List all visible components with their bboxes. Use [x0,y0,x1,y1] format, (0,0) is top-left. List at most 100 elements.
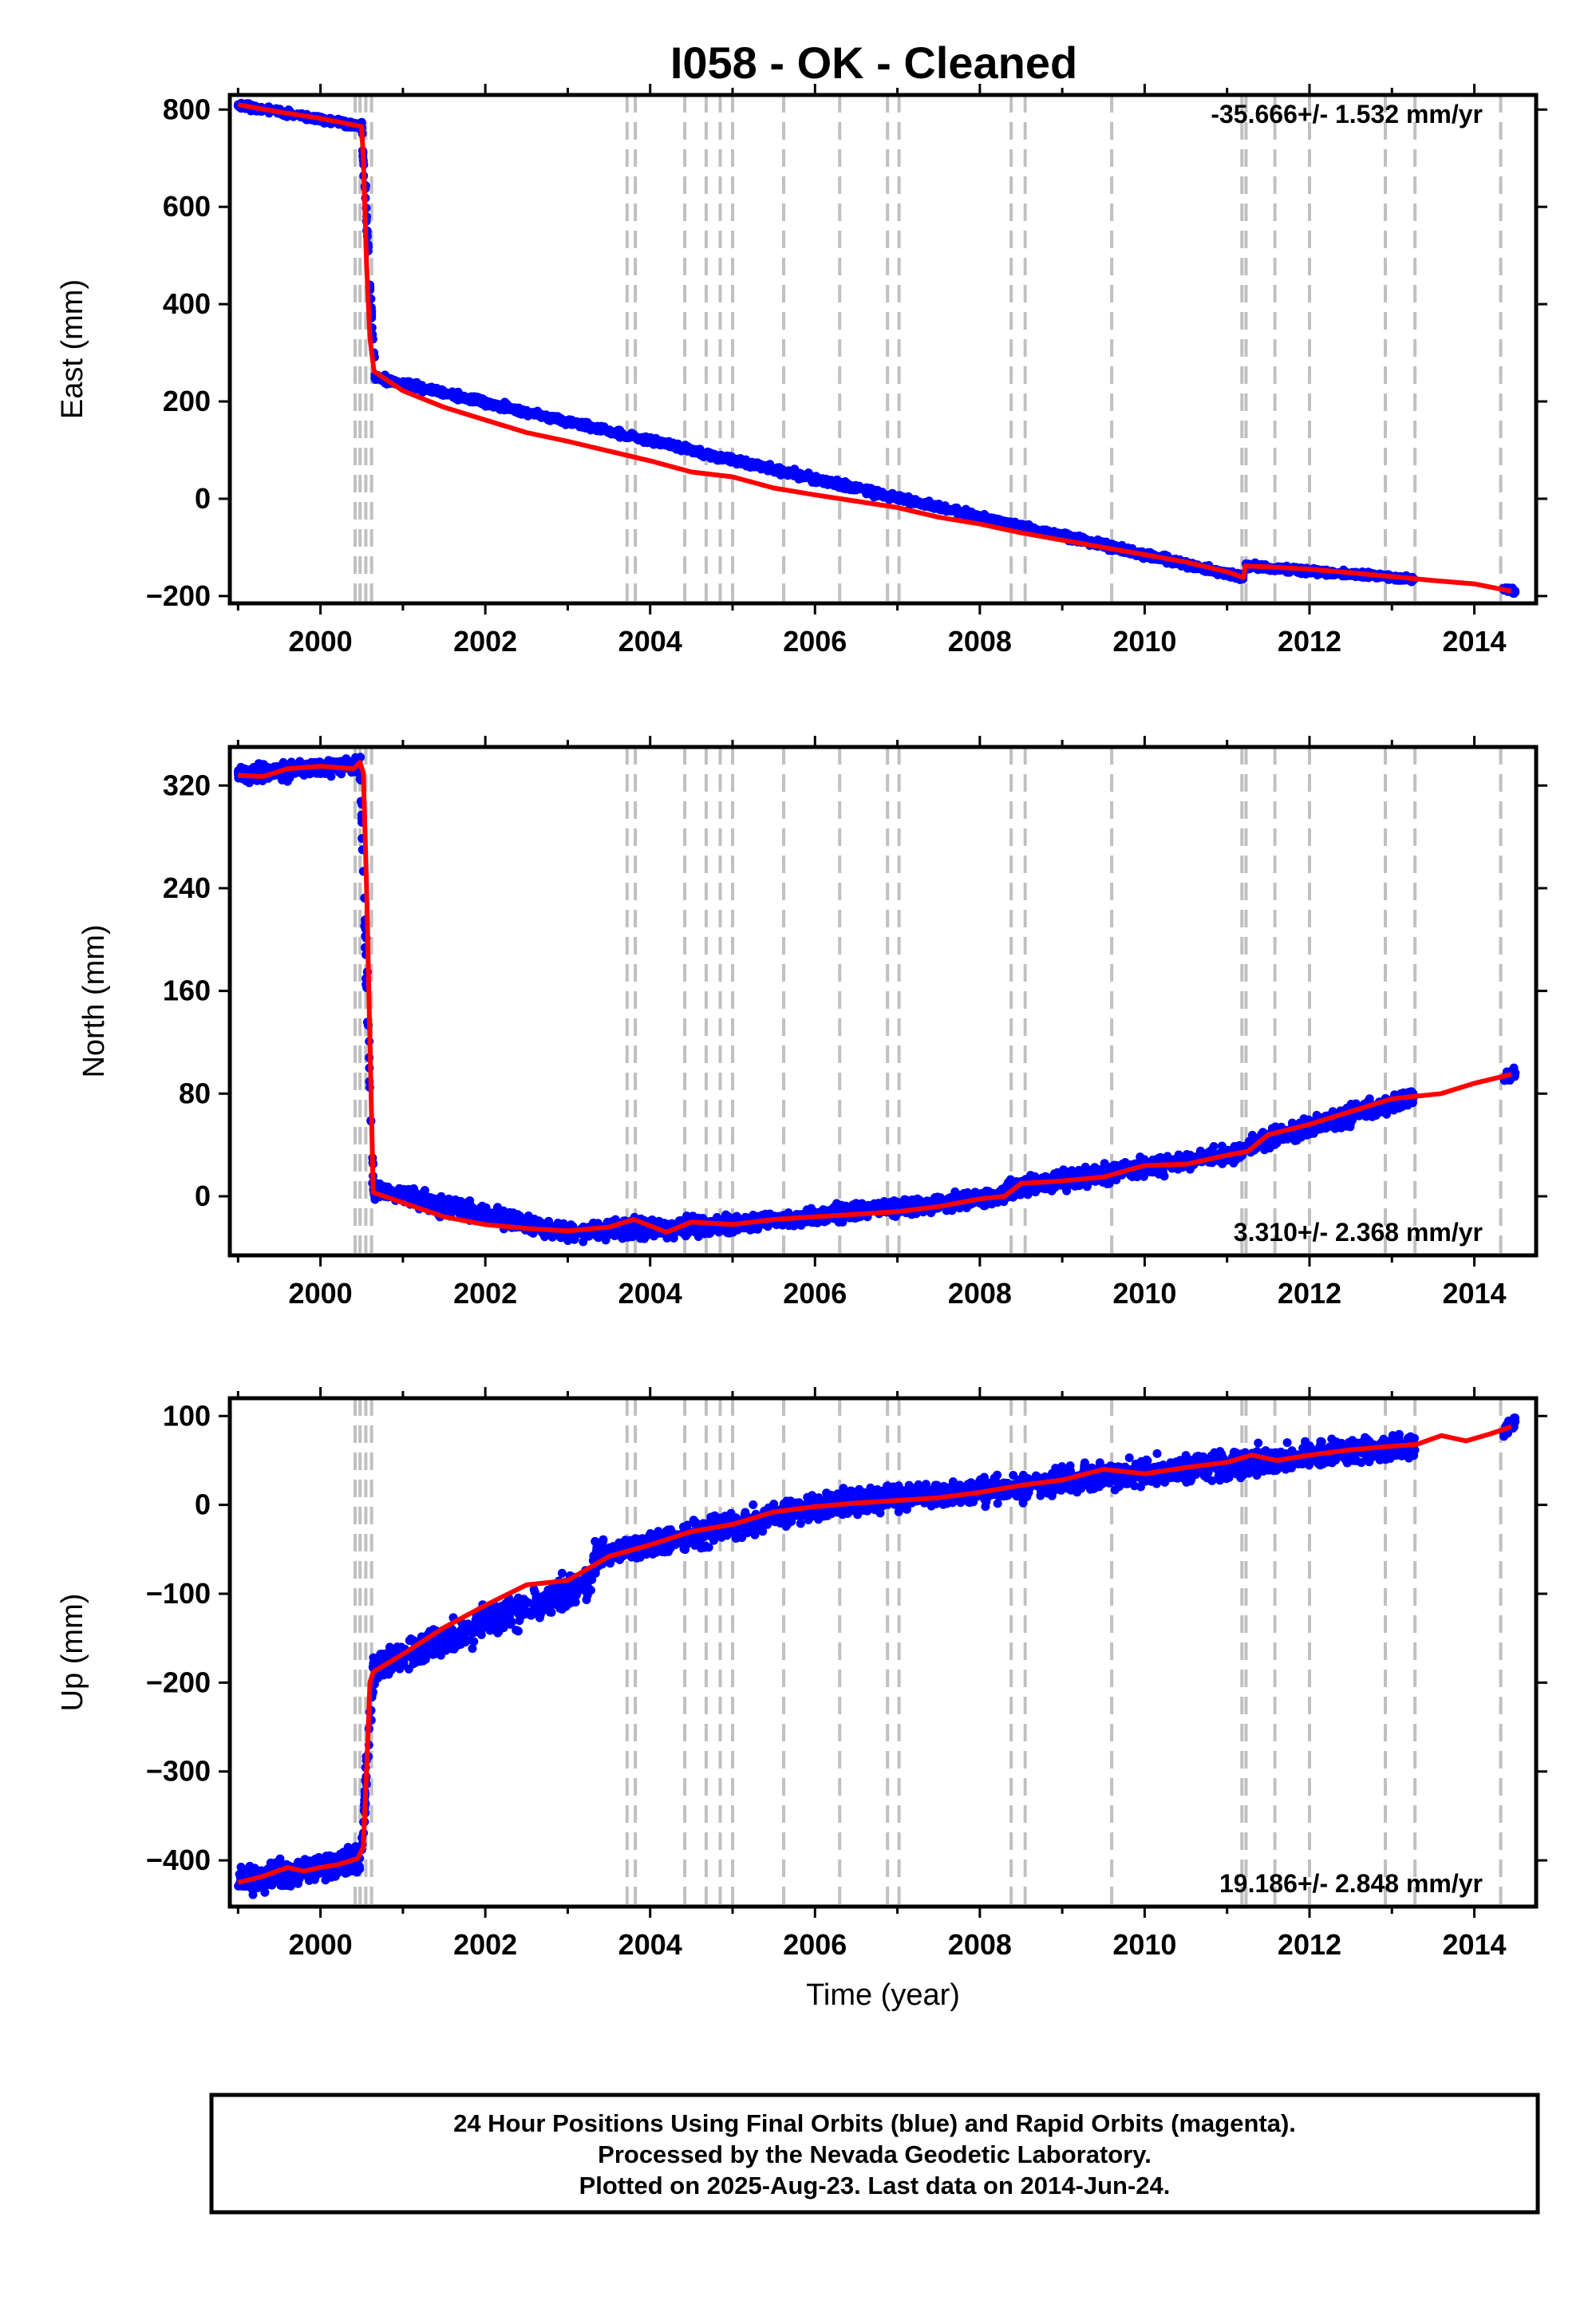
data-point [449,390,459,400]
data-point [917,500,926,510]
data-point [541,412,551,421]
x-tick-label: 2002 [453,625,517,658]
data-point [483,398,492,408]
y-tick-label: 0 [195,482,211,515]
data-point [299,770,309,780]
data-point [518,409,527,418]
data-point [943,504,952,514]
data-point [415,382,425,391]
data-point [409,1195,419,1204]
data-point [784,1208,793,1218]
x-tick-label: 2010 [1112,625,1176,658]
data-point [867,487,876,496]
rate-label: -35.666+/- 1.532 mm/yr [1211,100,1483,128]
data-point [1112,1160,1121,1170]
data-point [849,485,859,495]
data-point [566,415,575,425]
data-point [722,455,732,464]
data-point [841,481,851,491]
data-point [613,425,622,435]
data-point [973,512,982,520]
data-point [819,476,828,486]
data-point [749,461,759,471]
chart-title: I058 - OK - Cleaned [670,38,1077,88]
data-point [792,469,802,479]
data-point [458,1201,468,1211]
data-point [720,1226,729,1235]
data-point [965,510,974,520]
plot-frame [227,93,1539,606]
x-tick-label: 2014 [1442,625,1506,658]
data-point [713,452,722,461]
data-point [796,1220,806,1230]
data-point [1510,587,1519,596]
data-point [760,1209,770,1219]
data-point [834,1217,843,1227]
data-point [1095,1166,1104,1176]
y-tick-label: −200 [146,579,211,612]
data-point [805,1207,815,1216]
data-point [1082,1182,1092,1192]
data-point [428,1195,437,1204]
data-point [468,1203,478,1213]
y-tick-label: 600 [163,190,211,223]
data-point [899,496,908,505]
data-point [733,456,743,466]
data-point [805,470,815,480]
data-points [234,753,1520,1247]
data-point [1037,525,1046,535]
data-point [470,392,480,401]
data-point [772,466,781,476]
data-point [476,1203,485,1212]
data-point [879,492,889,502]
data-point [1229,1158,1238,1168]
data-point [492,401,502,410]
y-axis-label: East (mm) [56,279,89,419]
data-point [563,1236,573,1245]
data-point [749,1211,758,1219]
data-point [713,1212,721,1222]
data-point [1159,1172,1169,1181]
data-point [537,1219,547,1228]
y-tick-label: 200 [163,385,211,417]
data-point [487,1208,496,1218]
data-point [677,446,686,456]
data-point [699,453,709,461]
data-point [600,1233,610,1243]
data-point [510,406,519,416]
data-point [642,437,652,446]
data-point [448,1196,457,1205]
y-tick-label: 400 [163,287,211,320]
x-tick-label: 2012 [1278,625,1341,658]
model-line [237,102,1512,594]
data-point [1021,521,1031,531]
y-tick-label: 800 [163,93,211,125]
data-point [426,385,436,394]
data-point [626,1225,634,1235]
x-tick-label: 2004 [618,625,682,658]
data-points [233,98,1520,599]
data-point [693,1232,703,1241]
x-tick-label: 2008 [948,625,1012,658]
data-point [690,445,700,454]
data-point [551,415,559,425]
data-point [575,422,584,432]
data-point [669,1233,678,1243]
data-point [929,1195,938,1204]
x-tick-label: 2000 [289,625,353,658]
data-point [508,1211,517,1221]
data-point [1179,1153,1189,1163]
data-point [832,479,842,488]
data-point [681,1231,690,1241]
x-tick-label: 2006 [783,625,847,658]
data-point [395,1184,404,1193]
data-point [263,763,273,773]
data-point [659,438,669,447]
data-point [950,504,960,512]
data-point [596,426,606,436]
data-point [630,433,639,441]
